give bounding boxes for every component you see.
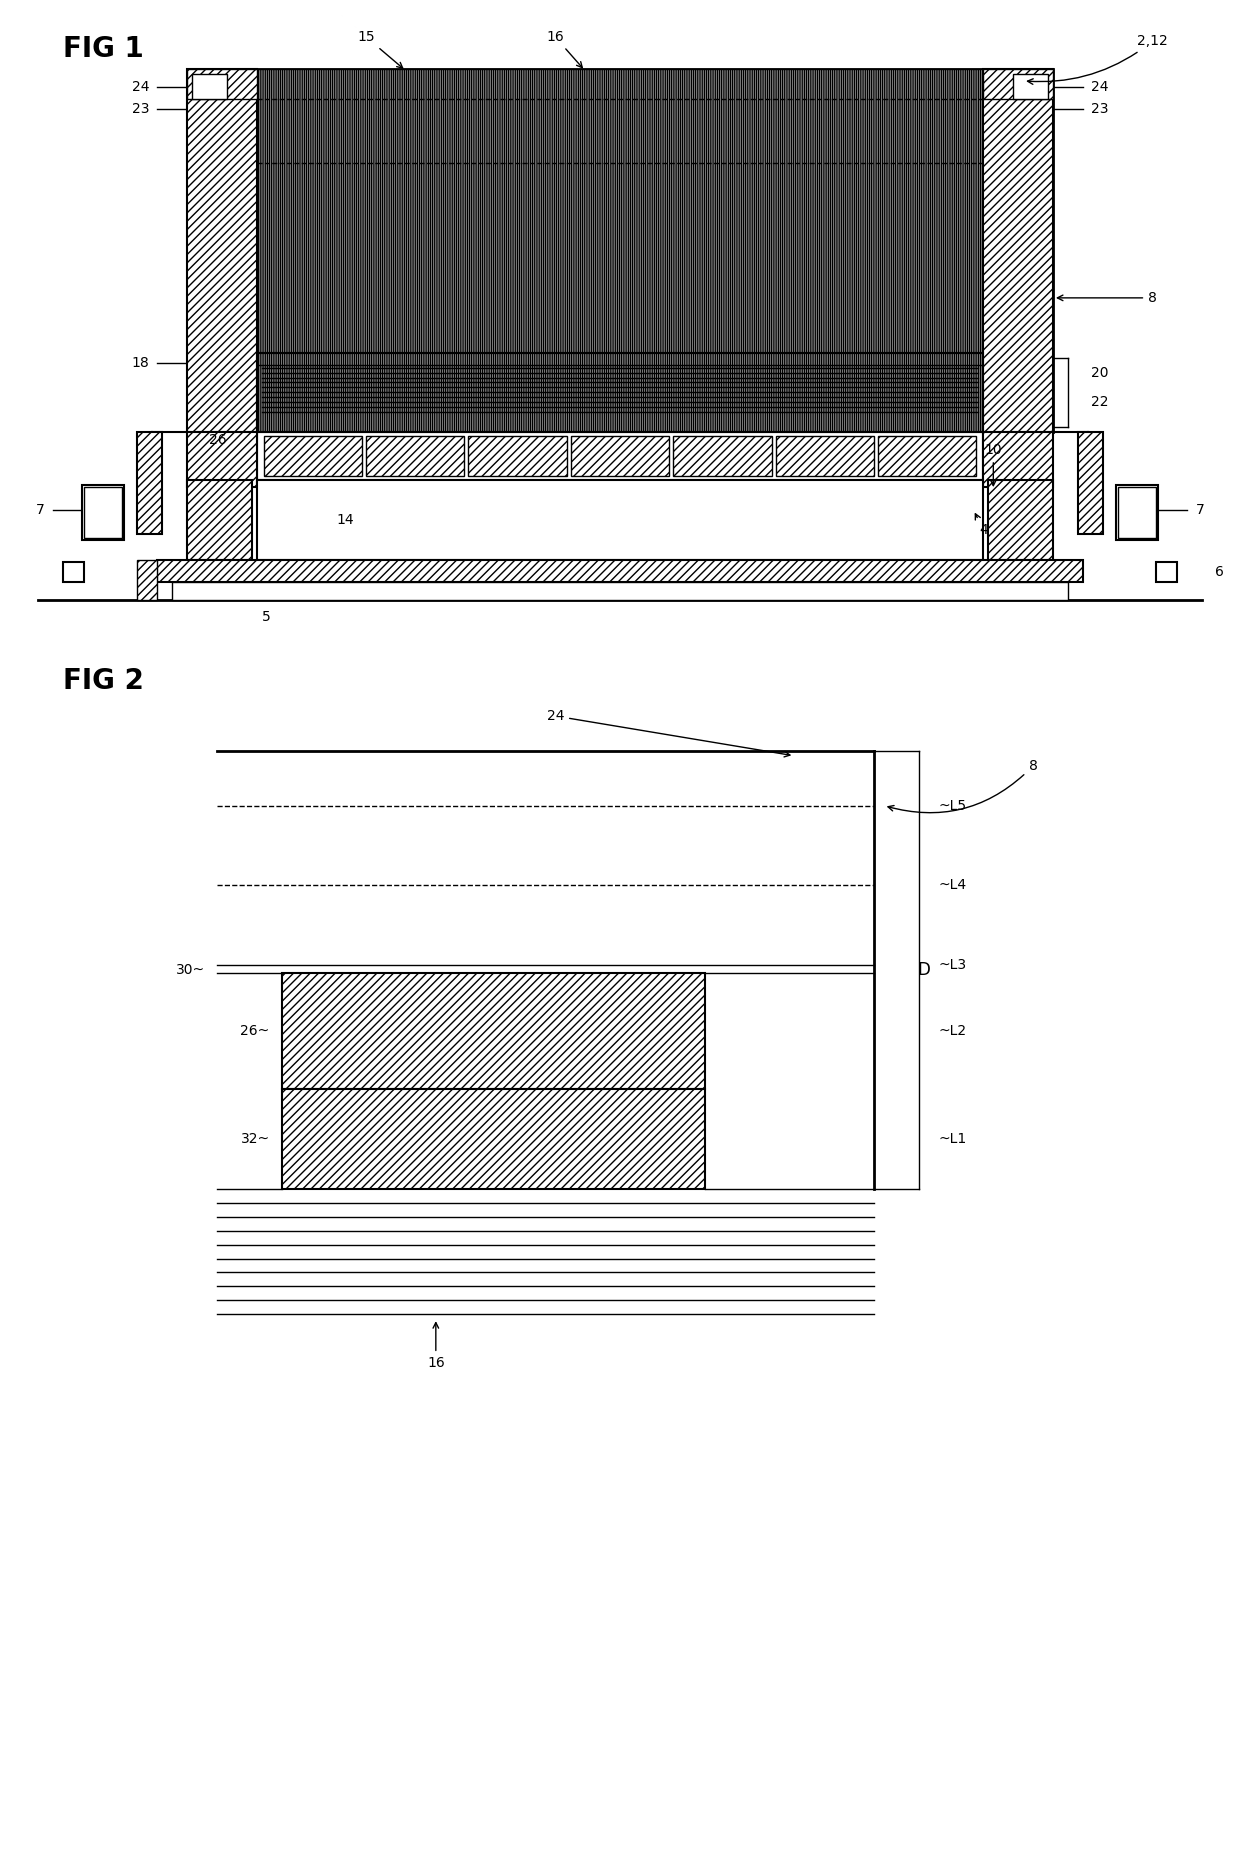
Text: 23: 23 <box>1091 101 1109 116</box>
Bar <box>257 432 983 481</box>
Text: 32~: 32~ <box>241 1132 269 1147</box>
Text: 8: 8 <box>888 760 1038 812</box>
Bar <box>570 436 670 475</box>
Bar <box>257 69 983 432</box>
Text: 2,12: 2,12 <box>1028 34 1168 84</box>
Bar <box>673 436 771 475</box>
Text: FIG 1: FIG 1 <box>62 36 144 64</box>
Text: 10: 10 <box>985 443 1002 486</box>
Text: 16: 16 <box>547 30 583 67</box>
Bar <box>82 485 124 539</box>
Text: FIG 2: FIG 2 <box>62 668 144 696</box>
Bar <box>187 481 252 559</box>
Text: 8: 8 <box>1058 290 1157 305</box>
Bar <box>62 561 84 582</box>
Bar <box>257 481 983 559</box>
Text: 23: 23 <box>131 101 149 116</box>
Text: 7: 7 <box>36 503 45 516</box>
Text: 20: 20 <box>1091 365 1109 380</box>
Bar <box>1078 432 1102 533</box>
Bar <box>172 582 1068 599</box>
Bar <box>878 436 976 475</box>
Text: 30~: 30~ <box>176 964 205 977</box>
Text: 24: 24 <box>1091 80 1109 94</box>
Bar <box>192 73 227 99</box>
Text: 24: 24 <box>131 80 149 94</box>
Bar <box>1013 73 1048 99</box>
Text: 16: 16 <box>427 1323 445 1370</box>
Text: 22: 22 <box>1091 395 1109 410</box>
Text: ~L5: ~L5 <box>939 799 967 812</box>
Bar <box>1156 561 1178 582</box>
Text: 26: 26 <box>210 434 227 447</box>
Bar <box>187 69 257 99</box>
Bar <box>983 69 1053 432</box>
Bar <box>281 1089 704 1188</box>
Bar <box>1116 485 1158 539</box>
Bar <box>257 352 983 432</box>
Bar <box>366 436 465 475</box>
Text: ~L1: ~L1 <box>939 1132 967 1147</box>
Text: 14: 14 <box>336 513 353 528</box>
Bar <box>264 436 362 475</box>
Text: ~L4: ~L4 <box>939 877 967 892</box>
Text: 15: 15 <box>357 30 403 67</box>
Text: 5: 5 <box>262 610 272 625</box>
Text: 26~: 26~ <box>241 1023 269 1038</box>
Text: D: D <box>918 962 930 979</box>
Bar <box>187 432 257 486</box>
Bar <box>983 432 1053 486</box>
Text: ~L2: ~L2 <box>939 1023 967 1038</box>
Text: 18: 18 <box>131 355 149 370</box>
Bar <box>469 436 567 475</box>
Bar <box>157 559 1083 582</box>
Bar <box>84 486 123 537</box>
Bar <box>138 432 162 533</box>
Bar <box>775 436 874 475</box>
Text: 24: 24 <box>547 709 790 758</box>
Bar <box>187 69 257 432</box>
Text: 7: 7 <box>1195 503 1204 516</box>
Text: ~L3: ~L3 <box>939 958 967 971</box>
Bar <box>281 973 704 1089</box>
Bar <box>1117 486 1156 537</box>
Bar <box>138 559 157 599</box>
Text: 4: 4 <box>976 515 988 537</box>
Text: 6: 6 <box>1215 565 1224 578</box>
Bar <box>988 481 1053 559</box>
Bar <box>983 69 1053 99</box>
Bar <box>187 69 1053 432</box>
